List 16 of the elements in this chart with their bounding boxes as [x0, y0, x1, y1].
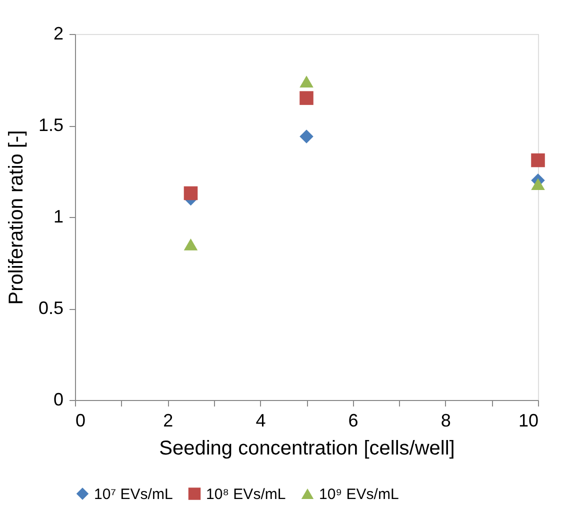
- x-tick-label: 8: [440, 410, 451, 430]
- legend-label: 10⁸ EVs/mL: [206, 486, 286, 503]
- y-axis-title: Proliferation ratio [-]: [5, 130, 28, 305]
- y-tick-label: 1.5: [38, 115, 64, 135]
- x-tick-label: 6: [348, 410, 358, 430]
- legend-label: 10⁷ EVs/mL: [94, 486, 173, 503]
- y-tick-label: 0: [53, 390, 64, 410]
- y-tick-label: 2: [53, 24, 64, 44]
- x-tick-label: 0: [76, 410, 86, 430]
- y-tick-label: 0.5: [38, 298, 64, 318]
- y-tick-label: 1: [53, 206, 64, 226]
- x-axis-title: Seeding concentration [cells/well]: [159, 438, 455, 460]
- legend-label: 10⁹ EVs/mL: [319, 486, 399, 503]
- x-tick-label: 2: [163, 410, 174, 430]
- x-tick-label: 4: [256, 410, 266, 430]
- x-tick-label: 10: [518, 410, 538, 430]
